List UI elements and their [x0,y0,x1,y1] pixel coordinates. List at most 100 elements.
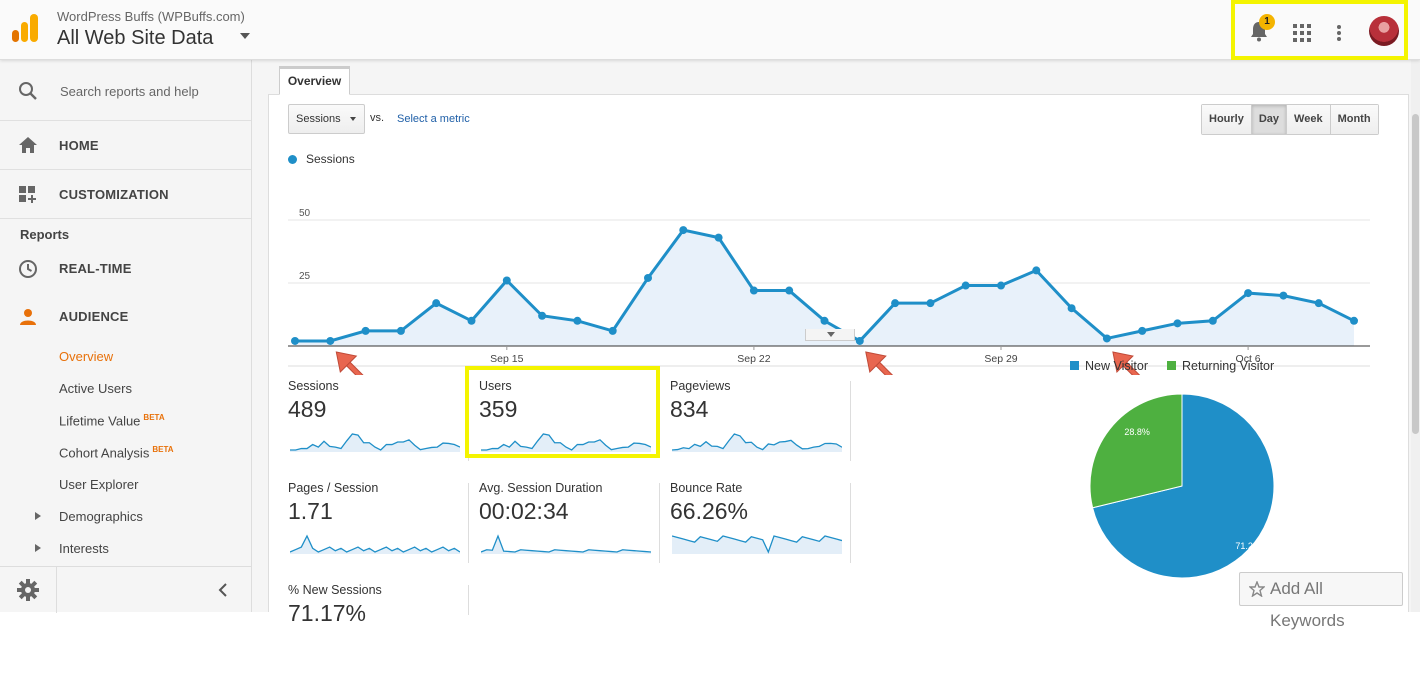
data-point[interactable] [326,336,335,345]
metric-select[interactable]: Sessions [288,104,365,134]
expand-arrow-icon[interactable] [35,544,41,552]
sidebar-item-home[interactable]: HOME [0,121,251,170]
metric-value: 66.26% [670,498,749,524]
sparkline-line [290,534,460,553]
sidebar-item-interests[interactable]: Interests [59,541,109,556]
data-point[interactable] [502,276,511,285]
data-point[interactable] [1350,316,1358,325]
data-point[interactable] [714,233,723,242]
metric-label: Pages / Session [288,481,379,495]
data-point[interactable] [1067,304,1076,313]
data-point[interactable] [1244,289,1253,298]
apps-grid-icon[interactable] [1293,24,1311,42]
data-point[interactable] [467,316,476,325]
scrollbar-thumb[interactable] [1412,114,1419,434]
metric-tile-new-sessions[interactable]: % New Sessions 71.17% [288,583,473,677]
caret-down-icon [350,117,356,121]
metric-label: Sessions [288,379,339,393]
overview-panel: Sessions vs. Select a metric Hourly Day … [268,94,1409,626]
chevron-left-icon[interactable] [218,583,228,597]
scrollbar[interactable] [1411,60,1420,612]
data-point[interactable] [820,316,829,325]
data-point[interactable] [1138,326,1147,335]
legend-returning-visitor[interactable]: Returning Visitor [1167,359,1274,373]
metric-label: Users [479,379,512,393]
pie-slice[interactable] [1092,393,1275,579]
pie-slice[interactable] [1089,393,1183,509]
data-point[interactable] [1173,319,1182,328]
notification-badge: 1 [1259,14,1275,30]
tab-overview[interactable]: Overview [279,66,350,95]
x-tick-label: Sep 15 [490,353,523,365]
legend-new-visitor[interactable]: New Visitor [1070,359,1148,373]
sidebar-item-demographics[interactable]: Demographics [59,509,143,524]
sidebar-item-label: CUSTOMIZATION [59,187,169,202]
data-point[interactable] [891,299,900,308]
chevron-down-icon[interactable] [240,33,250,39]
metric-tile-pages-per-session[interactable]: Pages / Session 1.71 [288,481,473,575]
data-point[interactable] [1208,316,1217,325]
analytics-logo-icon[interactable] [12,14,38,42]
data-point[interactable] [396,326,405,335]
metric-tile-bounce-rate[interactable]: Bounce Rate 66.26% [670,481,855,575]
data-point[interactable] [679,226,688,235]
sidebar-item-realtime[interactable]: REAL-TIME [59,261,132,276]
data-point[interactable] [926,299,935,308]
data-point[interactable] [855,336,864,345]
view-selector[interactable]: All Web Site Data [57,27,214,49]
sidebar-item-label: Demographics [59,509,143,524]
sidebar-item-overview[interactable]: Overview [59,349,113,364]
data-point[interactable] [997,281,1005,290]
metric-tile-pageviews[interactable]: Pageviews 834 [670,379,855,473]
gear-icon[interactable] [17,579,39,601]
sidebar-item-lifetime-value[interactable]: Lifetime Value BETA [59,413,165,428]
data-point[interactable] [749,286,758,295]
sidebar-item-active-users[interactable]: Active Users [59,381,132,396]
data-point[interactable] [573,316,582,325]
sidebar-item-customization[interactable]: CUSTOMIZATION [0,170,251,219]
data-point[interactable] [785,286,794,295]
sidebar-item-audience[interactable]: AUDIENCE [59,309,129,324]
chart-expand-tab[interactable] [805,329,855,341]
week-button[interactable]: Week [1287,105,1331,134]
data-point[interactable] [361,326,370,335]
metric-label: Bounce Rate [670,481,743,495]
pie-slice-label: 71.2% [1235,541,1261,551]
more-vert-icon[interactable] [1336,24,1342,42]
data-point[interactable] [1102,334,1111,343]
property-name[interactable]: WordPress Buffs (WPBuffs.com) [57,9,245,24]
metric-tile-sessions[interactable]: Sessions 489 [288,379,473,473]
data-point[interactable] [291,336,299,345]
avatar[interactable] [1369,16,1399,46]
sidebar-item-label: HOME [59,138,99,153]
select-metric-link[interactable]: Select a metric [397,113,470,125]
data-point[interactable] [1279,291,1288,300]
metric-tile-avg-session-duration[interactable]: Avg. Session Duration 00:02:34 [479,481,664,575]
search-input[interactable] [60,80,240,102]
data-point[interactable] [538,311,547,320]
day-button[interactable]: Day [1251,105,1288,134]
hourly-button[interactable]: Hourly [1202,105,1252,134]
main-content: Overview Sessions vs. Select a metric Ho… [252,60,1420,626]
data-point[interactable] [608,326,617,335]
legend-entry: Sessions [306,152,355,166]
metric-tile-users[interactable]: Users 359 [479,379,664,473]
divider [468,483,469,563]
search-icon [19,82,37,100]
data-point[interactable] [432,299,441,308]
expand-arrow-icon[interactable] [35,512,41,520]
data-point[interactable] [1032,266,1041,275]
vs-label: vs. [370,112,385,124]
sparkline-area [290,434,460,452]
sidebar-item-label: User Explorer [59,477,139,492]
metric-label: Avg. Session Duration [479,481,603,495]
sidebar-item-cohort-analysis[interactable]: Cohort Analysis BETA [59,445,174,460]
data-point[interactable] [644,273,652,282]
month-button[interactable]: Month [1330,105,1378,134]
sparkline-line [672,433,842,451]
sidebar-item-user-explorer[interactable]: User Explorer [59,477,138,492]
data-point[interactable] [961,281,970,290]
legend-swatch [1070,361,1079,370]
data-point[interactable] [1314,299,1323,308]
add-all-keywords-button[interactable]: Add All Keywords [1239,572,1403,630]
